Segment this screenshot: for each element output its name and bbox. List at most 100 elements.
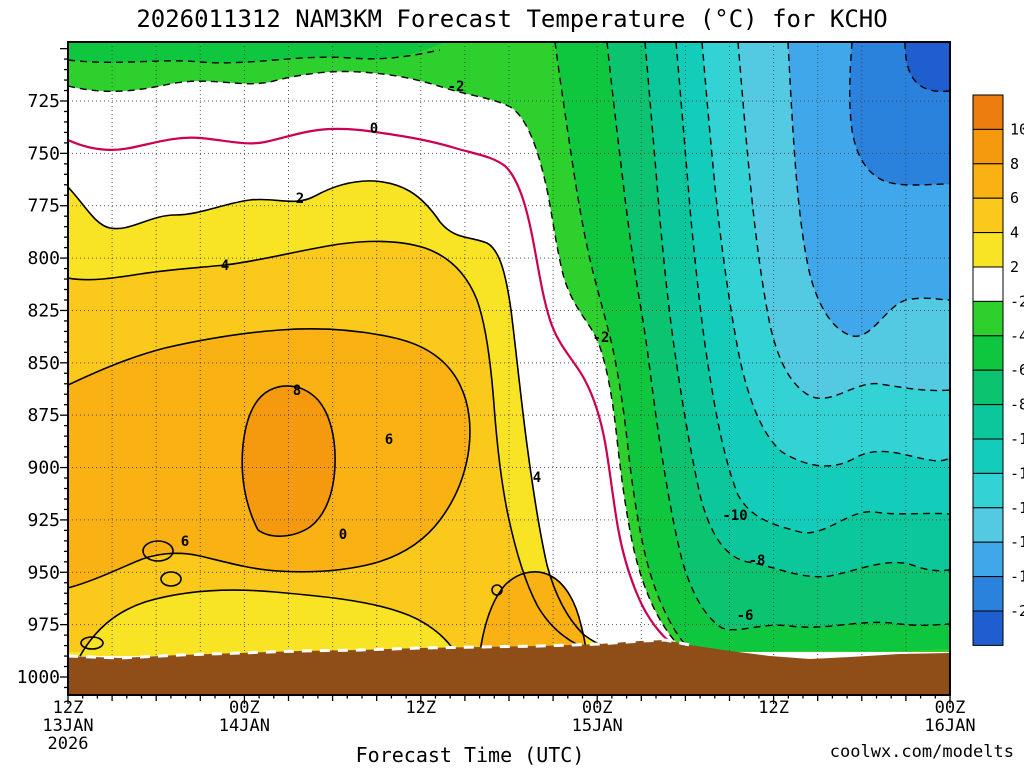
x-axis-title: Forecast Time (UTC): [356, 743, 585, 767]
contour-line-minus12: [701, 42, 950, 467]
contour-value-label: 4: [221, 258, 229, 274]
plot-area: -2 0 2 4 -2 8 6 4 -10 0 6 -8 -6 725 750 775 800 825 850 87…: [17, 41, 976, 754]
contour-label-layer: -2 0 2 4 -2 8 6 4 -10 0 6 -8 -6: [181, 79, 766, 624]
y-tick-label: 975: [27, 615, 60, 636]
colorbar-block: [972, 266, 1004, 302]
colorbar-block: [972, 472, 1004, 509]
contour-line-surface-dip: [79, 589, 456, 657]
colorbar-block: [972, 610, 1004, 646]
colorbar-label: 10: [1010, 120, 1024, 138]
x-tick-label: 12Z: [53, 698, 84, 718]
contour-value-label: 6: [181, 534, 189, 550]
colorbar-block: [972, 369, 1004, 406]
grid-layer: [68, 42, 950, 695]
y-tick-label: 1000: [17, 667, 60, 688]
colorbar-block: [972, 438, 1004, 474]
y-tick-label: 825: [27, 300, 60, 321]
terrain-surface: [68, 640, 950, 695]
contour-line-minus6: [606, 42, 950, 631]
contour-value-label: 4: [533, 470, 541, 486]
contour-value-label: -10: [722, 508, 747, 524]
x-tick-label: 2026: [48, 734, 89, 754]
contour-value-label: -2: [593, 330, 610, 346]
colorbar-label: -20: [1010, 602, 1024, 620]
contour-closed-pocket-2: [160, 571, 182, 587]
x-tick-label: 13JAN: [42, 716, 93, 736]
colorbar-label: 4: [1010, 224, 1019, 242]
colorbar-block: [972, 335, 1004, 371]
contour-line-minus18: [848, 42, 950, 186]
chart-title: 2026011312 NAM3KM Forecast Temperature (…: [136, 5, 887, 33]
fill-band-le-minus20: [905, 42, 950, 92]
colorbar-label: 2: [1010, 258, 1019, 276]
colorbar-block: [972, 300, 1004, 337]
colorbar-label: -2: [1010, 292, 1024, 310]
contour-line-minus16: [787, 42, 950, 337]
fill-band-ge-8: [242, 385, 336, 537]
contour-line-plus8: [241, 385, 336, 537]
contour-lines: [68, 42, 950, 657]
y-tick-label: 925: [27, 510, 60, 531]
contour-line-minus2: [68, 70, 689, 653]
contour-value-label: 0: [339, 527, 347, 543]
contour-closed-pocket-4: [491, 584, 503, 596]
contour-value-label: 6: [385, 432, 393, 448]
x-tick-label: 12Z: [405, 698, 436, 718]
y-tick-label: 750: [27, 143, 60, 164]
colorbar-label: -12: [1010, 464, 1024, 482]
contour-line-minus8: [644, 42, 950, 578]
colorbar-block: [972, 404, 1004, 440]
colorbar-block: [972, 232, 1004, 268]
axis-tick-marks: [60, 47, 951, 704]
colorbar-label: -8: [1010, 396, 1024, 414]
y-tick-label: 875: [27, 405, 60, 426]
fill-surface-cool-dip-2-4: [80, 590, 455, 656]
contour-line-minus20: [904, 42, 950, 93]
contour-line-minus14: [737, 42, 950, 399]
plot-clipped-layers: [68, 42, 950, 695]
colorbar-label: -14: [1010, 499, 1024, 517]
colorbar-legend: 10 8 6 4 2 -2 -4 -6 -8 -10 -12 -14 -16 -18 -20: [972, 94, 1024, 646]
terrain-top-dashed-line: [68, 638, 691, 660]
contour-closed-pocket-1: [142, 540, 174, 562]
x-tick-label: 00Z: [229, 698, 260, 718]
x-tick-label: 00Z: [582, 698, 613, 718]
contour-value-label: -6: [737, 608, 754, 624]
contour-line-plus6: [68, 328, 471, 589]
x-tick-label: 12Z: [758, 698, 789, 718]
colorbar-label: -18: [1010, 568, 1024, 586]
y-tick-label: 800: [27, 248, 60, 269]
contour-value-label: -2: [448, 79, 465, 95]
y-tick-label: 950: [27, 562, 60, 583]
x-tick-label: 00Z: [935, 698, 966, 718]
colorbar-block: [972, 507, 1004, 543]
colorbar-label: -16: [1010, 533, 1024, 551]
contour-value-label: 2: [296, 191, 304, 207]
contour-closed-pocket-3: [80, 636, 104, 650]
x-tick-label: 16JAN: [924, 716, 975, 736]
colorbar-block: [972, 576, 1004, 612]
colorbar-label: -6: [1010, 361, 1024, 379]
contour-line-plus6-surface-pocket: [479, 571, 587, 653]
contour-line-plus4: [68, 240, 596, 653]
colorbar-block: [972, 94, 1004, 130]
contour-line-minus4: [68, 42, 699, 652]
y-axis-labels: 725 750 775 800 825 850 875 900 925 950 975 1000: [17, 91, 60, 688]
y-tick-label: 775: [27, 196, 60, 217]
contour-value-label: 8: [293, 383, 301, 399]
y-tick-label: 900: [27, 458, 60, 479]
colorbar-label: 6: [1010, 189, 1019, 207]
x-tick-label: 15JAN: [572, 716, 623, 736]
watermark-link[interactable]: coolwx.com/modelts: [830, 742, 1014, 762]
contour-line-zero: [68, 127, 691, 656]
colorbar-label: -10: [1010, 430, 1024, 448]
contour-line-minus10: [675, 42, 950, 534]
y-tick-label: 725: [27, 91, 60, 112]
colorbar-block: [972, 128, 1004, 165]
x-tick-label: 14JAN: [219, 716, 270, 736]
contour-line-plus2: [68, 180, 649, 657]
colorbar-label: 8: [1010, 155, 1019, 173]
